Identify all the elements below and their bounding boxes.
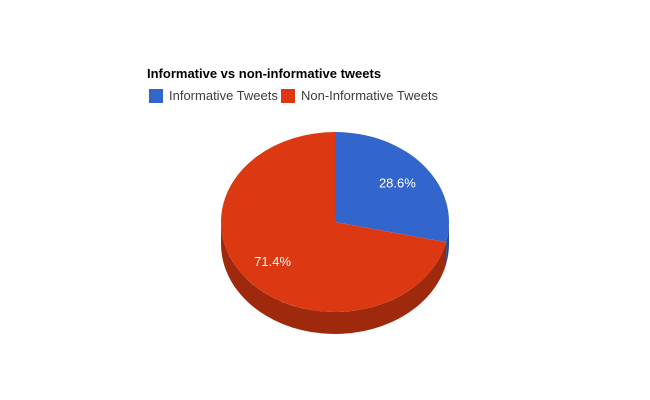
pie-slice-non-informative-tweets[interactable]: [221, 132, 447, 312]
legend-item-informative: Informative Tweets: [149, 88, 278, 103]
pie-slice-label-non-informative-tweets: 71.4%: [254, 254, 291, 269]
pie-slice-informative-tweets[interactable]: [335, 132, 450, 243]
pie-slice-side-non-informative-tweets: [220, 222, 447, 335]
chart-title: Informative vs non-informative tweets: [147, 66, 382, 81]
legend-label-informative: Informative Tweets: [169, 88, 278, 103]
legend-item-non-informative: Non-Informative Tweets: [281, 88, 438, 103]
legend-swatch-non-informative: [281, 88, 295, 103]
pie-slice-side-informative-tweets: [446, 222, 449, 265]
legend-swatch-informative: [149, 88, 163, 103]
legend-label-non-informative: Non-Informative Tweets: [301, 88, 439, 103]
pie-slice-label-informative-tweets: 28.6%: [379, 175, 416, 190]
